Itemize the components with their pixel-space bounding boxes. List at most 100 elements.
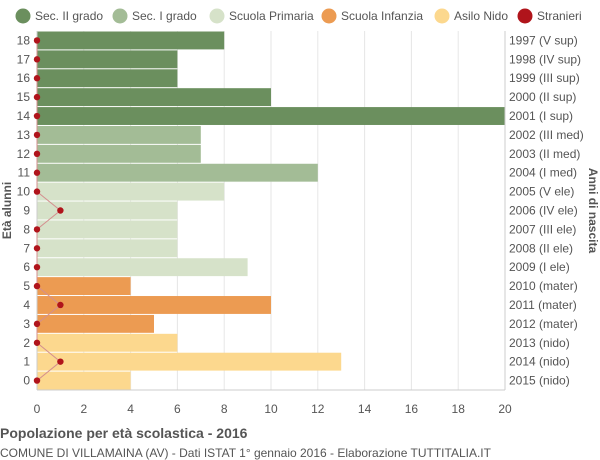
bar-age-0 — [37, 371, 131, 390]
y-tick-label-birth: 1997 (V sup) — [509, 33, 578, 47]
y-tick-label-age: 14 — [17, 109, 31, 123]
x-tick-label: 0 — [34, 402, 41, 416]
y-tick-label-birth: 2003 (II med) — [509, 147, 580, 161]
y-tick-label-age: 8 — [23, 222, 30, 236]
y-tick-label-age: 0 — [23, 374, 30, 388]
bar-age-10 — [37, 182, 225, 201]
foreign-dot-age-3 — [33, 320, 41, 328]
x-tick-label: 14 — [358, 402, 372, 416]
legend-swatch-1 — [112, 8, 128, 24]
y-tick-label-birth: 2001 (I sup) — [509, 109, 573, 123]
y-tick-label-birth: 2005 (V ele) — [509, 185, 574, 199]
foreign-dot-age-13 — [33, 131, 41, 139]
bar-age-7 — [37, 239, 178, 258]
foreign-dot-age-17 — [33, 56, 41, 63]
y-tick-label-age: 16 — [17, 71, 31, 85]
foreign-dot-age-15 — [33, 93, 41, 101]
y-tick-label-birth: 2007 (III ele) — [509, 222, 576, 236]
foreign-dot-age-0 — [33, 377, 41, 384]
y-tick-label-age: 6 — [23, 260, 30, 274]
legend-swatch-3 — [321, 8, 337, 24]
bar-age-18 — [37, 31, 225, 50]
foreign-dot-age-9 — [57, 207, 64, 214]
y-tick-label-age: 5 — [23, 279, 30, 293]
x-tick-label: 2 — [80, 402, 87, 416]
foreign-dot-age-5 — [33, 282, 41, 290]
y-tick-label-birth: 2011 (mater) — [509, 298, 577, 312]
bar-age-3 — [37, 314, 154, 333]
x-tick-label: 18 — [452, 402, 466, 416]
foreign-dot-age-2 — [33, 339, 41, 346]
y-tick-label-age: 17 — [17, 52, 31, 66]
y-tick-label-age: 1 — [23, 355, 30, 369]
age-bar-chart: Sec. II grado Sec. I grado Scuola Primaria… — [0, 8, 600, 416]
y-tick-label-age: 3 — [23, 317, 30, 331]
y-tick-label-age: 15 — [17, 90, 31, 104]
y-tick-label-birth: 2009 (I ele) — [509, 260, 570, 274]
y-tick-label-birth: 2010 (mater) — [509, 279, 578, 293]
legend-label-5: Stranieri — [537, 9, 582, 23]
bar-age-12 — [37, 144, 201, 163]
y-tick-label-age: 2 — [23, 336, 30, 350]
chart-subtitle: COMUNE DI VILLAMAINA (AV) - Dati ISTAT 1… — [0, 446, 491, 460]
y-tick-label-birth: 2012 (mater) — [509, 317, 578, 331]
bar-age-1 — [37, 352, 342, 371]
bar-age-17 — [37, 50, 178, 69]
legend-label-2: Scuola Primaria — [229, 9, 314, 23]
foreign-dot-age-11 — [33, 169, 41, 176]
y-tick-label-birth: 1999 (III sup) — [509, 71, 580, 85]
y-tick-label-age: 12 — [17, 147, 31, 161]
chart-title: Popolazione per età scolastica - 2016 — [0, 425, 248, 441]
x-tick-label: 20 — [498, 402, 512, 416]
y-tick-label-age: 7 — [23, 241, 30, 255]
foreign-dot-age-18 — [33, 37, 41, 44]
legend-label-3: Scuola Infanzia — [341, 9, 423, 23]
foreign-dot-age-7 — [33, 245, 41, 252]
x-tick-label: 4 — [127, 402, 134, 416]
y-tick-label-age: 9 — [23, 204, 30, 218]
y-axis-title-right: Anni di nascita — [586, 168, 600, 254]
y-tick-label-birth: 2004 (I med) — [509, 166, 577, 180]
foreign-dot-age-10 — [33, 188, 41, 195]
y-tick-label-birth: 2015 (nido) — [509, 374, 570, 388]
y-tick-label-age: 11 — [18, 166, 31, 180]
bar-age-9 — [37, 201, 178, 220]
foreign-dot-age-6 — [33, 263, 41, 271]
bar-age-5 — [37, 277, 131, 296]
y-tick-label-birth: 2000 (II sup) — [509, 90, 576, 104]
y-tick-label-age: 4 — [23, 298, 30, 312]
bar-age-16 — [37, 69, 178, 88]
legend-swatch-4 — [434, 8, 450, 24]
foreign-dot-age-16 — [33, 75, 41, 82]
legend-swatch-5 — [517, 8, 533, 24]
x-tick-label: 16 — [405, 402, 419, 416]
foreign-dot-age-1 — [57, 358, 64, 365]
y-tick-label-age: 13 — [17, 128, 31, 142]
y-axis-title-left: Età alunni — [0, 182, 14, 239]
foreign-dot-age-14 — [33, 112, 41, 120]
y-tick-label-birth: 2002 (III med) — [509, 128, 584, 142]
foreign-dot-age-4 — [57, 301, 64, 309]
bar-age-13 — [37, 125, 201, 144]
legend-swatch-2 — [209, 8, 225, 24]
bar-age-14 — [37, 107, 505, 125]
x-tick-label: 10 — [264, 402, 278, 416]
legend-swatch-0 — [15, 8, 31, 24]
y-tick-label-age: 18 — [17, 33, 31, 47]
y-tick-label-birth: 1998 (IV sup) — [509, 52, 581, 66]
bar-age-11 — [37, 163, 318, 182]
legend-label-4: Asilo Nido — [454, 9, 508, 23]
bar-age-6 — [37, 258, 248, 277]
bar-age-15 — [37, 88, 271, 107]
x-tick-label: 6 — [174, 402, 181, 416]
y-tick-label-birth: 2008 (II ele) — [509, 241, 573, 255]
foreign-dot-age-12 — [33, 150, 41, 158]
y-tick-label-birth: 2006 (IV ele) — [509, 204, 578, 218]
y-tick-label-birth: 2014 (nido) — [509, 355, 570, 369]
x-tick-label: 12 — [311, 402, 325, 416]
foreign-dot-age-8 — [33, 226, 41, 233]
bar-age-2 — [37, 333, 178, 352]
bar-age-8 — [37, 220, 178, 239]
y-tick-label-birth: 2013 (nido) — [509, 336, 570, 350]
